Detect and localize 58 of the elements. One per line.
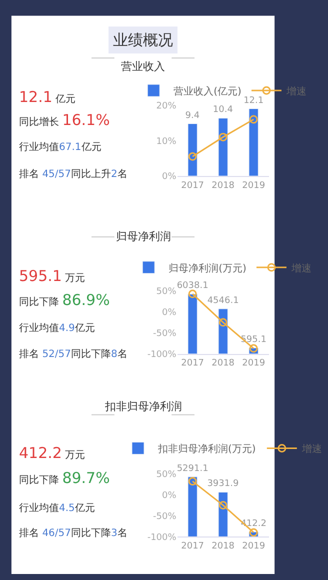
point (188, 290, 197, 298)
y-tick-label: 0% (162, 172, 177, 182)
y-tick-label: 50% (156, 470, 177, 480)
chart-subtitle: 归母净利润 (116, 230, 171, 243)
text: 行业均值4.9亿元 (19, 322, 95, 334)
point (249, 344, 258, 353)
y-tick-label: -50% (153, 329, 177, 340)
x-tick-label: 2018 (212, 358, 235, 369)
x-tick-label: 2017 (181, 180, 204, 191)
legend-label: 营业收入(亿元) (174, 85, 242, 98)
text: 412.2 万元 (19, 444, 86, 462)
y-tick-label: -100% (147, 532, 177, 543)
point (249, 115, 258, 124)
data-label: 9.4 (185, 110, 200, 121)
text: 同比下降 89.7% (19, 469, 110, 487)
text: 同比下降 86.9% (19, 291, 110, 309)
data-label: 3931.9 (207, 479, 239, 490)
x-tick-label: 2017 (181, 358, 204, 369)
text: 排名 52/57同比下降8名 (19, 348, 128, 360)
x-tick-label: 2019 (242, 358, 266, 369)
y-tick-label: -100% (147, 350, 177, 360)
text: 排名 46/57同比下降3名 (19, 527, 128, 539)
chart-subtitle: 营业收入 (121, 60, 165, 73)
point (218, 500, 228, 510)
point (249, 528, 258, 537)
chart-subtitle: 扣非归母净利润 (104, 400, 182, 413)
point (218, 318, 228, 327)
y-tick-label: 50% (156, 287, 177, 298)
text: 595.1 万元 (19, 267, 86, 285)
point (188, 152, 197, 161)
point (188, 477, 197, 486)
x-tick-label: 2018 (212, 180, 235, 191)
x-tick-label: 2018 (212, 541, 235, 552)
x-tick-label: 2019 (242, 180, 266, 191)
x-tick-label: 2019 (242, 541, 266, 552)
x-tick-label: 2017 (181, 541, 204, 552)
text: 12.1 亿元 (19, 88, 76, 106)
data-label: 12.1 (244, 96, 264, 106)
text: 同比增长 16.1% (19, 111, 110, 129)
chart-title: 业绩概况 (113, 31, 173, 49)
legend-label: 扣非归母净利润(万元) (157, 443, 256, 456)
data-label: 6038.1 (176, 281, 208, 292)
legend-label: 归母净利润(万元) (168, 262, 246, 274)
y-tick-label: 0% (162, 308, 177, 318)
data-label: 5291.1 (176, 464, 208, 474)
point (218, 132, 228, 142)
text: 行业均值67.1亿元 (19, 141, 102, 153)
y-tick-label: 20% (156, 101, 177, 112)
text: 行业均值4.5亿元 (19, 502, 95, 514)
data-label: 4546.1 (207, 296, 239, 306)
legend-label: 增速 (290, 262, 312, 274)
legend-label: 增速 (285, 85, 306, 98)
y-tick-label: 0% (162, 490, 177, 501)
y-tick-label: -50% (153, 512, 177, 522)
legend-label: 增速 (300, 443, 322, 456)
y-tick-label: 10% (156, 136, 177, 147)
data-label: 10.4 (212, 105, 234, 116)
text: 排名 45/57同比上升2名 (19, 168, 128, 180)
